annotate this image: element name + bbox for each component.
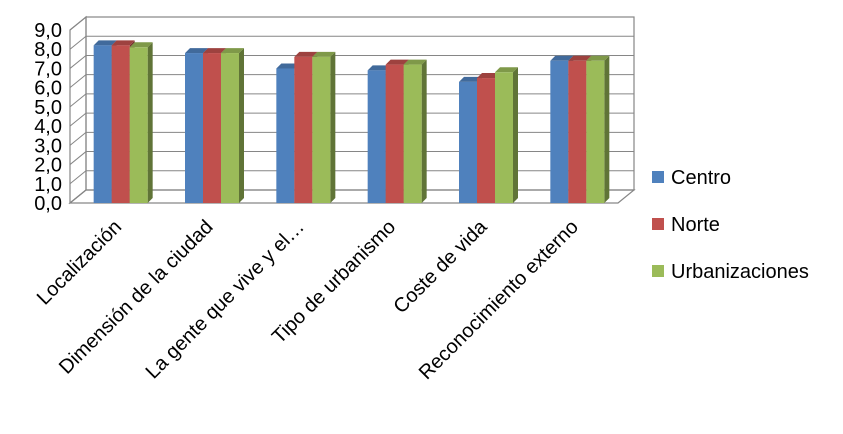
legend-label: Norte (671, 214, 720, 236)
bar (312, 51, 336, 204)
gridline (69, 74, 634, 89)
side-wall (69, 15, 87, 205)
y-tick-label: 5,0 (34, 97, 62, 119)
legend: Centro Norte Urbanizaciones (652, 167, 809, 283)
chart-walls (68, 15, 636, 205)
y-tick-label: 9,0 (34, 20, 62, 42)
bar (221, 48, 244, 203)
gridline (69, 170, 634, 185)
gridline (69, 189, 634, 204)
y-tick-label: 1,0 (34, 174, 62, 196)
x-category-label: Coste de vida (390, 215, 493, 318)
legend-item: Norte (652, 214, 720, 236)
bar (495, 67, 518, 204)
y-tick-label: 0,0 (34, 193, 62, 215)
y-tick-label: 4,0 (34, 116, 62, 138)
x-category-label: Dimensión de la ciudad (55, 216, 218, 379)
gridlines (69, 16, 634, 204)
y-tick-label: 7,0 (34, 58, 62, 80)
floor (68, 189, 636, 204)
x-category-label: Localización (33, 216, 126, 309)
gridline (69, 112, 634, 127)
legend-label: Urbanizaciones (671, 261, 809, 283)
gridline (69, 131, 634, 146)
gridline (69, 35, 634, 50)
y-tick-label: 8,0 (34, 39, 62, 61)
y-axis-tick-labels: 0,01,02,03,04,05,06,07,08,09,0 (34, 20, 62, 215)
legend-swatch (652, 218, 664, 230)
legend-swatch (652, 265, 664, 277)
legend-swatch (652, 171, 664, 183)
y-tick-label: 6,0 (34, 78, 62, 100)
x-category-label: La gente que vive y el… (142, 216, 309, 383)
gridline (69, 54, 634, 69)
gridline (69, 93, 634, 108)
y-tick-label: 3,0 (34, 135, 62, 157)
bar (129, 42, 153, 203)
gridline (69, 151, 634, 165)
bars (93, 40, 610, 204)
y-tick-label: 2,0 (34, 155, 62, 177)
x-category-label: Reconocimiento externo (415, 216, 583, 384)
gridline (69, 16, 634, 31)
legend-label: Centro (671, 167, 731, 189)
legend-item: Centro (652, 167, 731, 189)
legend-item: Urbanizaciones (652, 261, 809, 283)
bar (586, 55, 610, 203)
bar (403, 59, 427, 203)
